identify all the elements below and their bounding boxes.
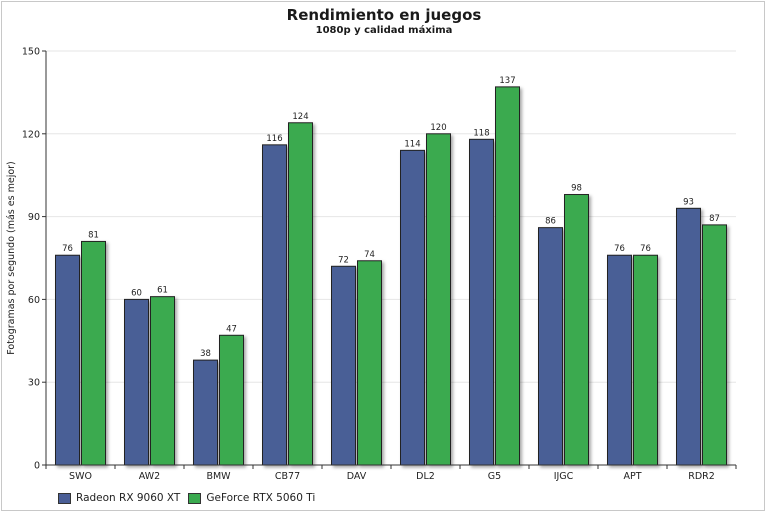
data-label: 114 xyxy=(404,139,420,149)
legend-swatch-radeon xyxy=(58,492,71,504)
y-tick-label: 150 xyxy=(22,47,40,58)
bar-geforce xyxy=(219,334,244,466)
data-label: 116 xyxy=(266,134,282,144)
data-label: 81 xyxy=(88,230,99,240)
y-tick-label: 120 xyxy=(22,129,40,140)
chart-subtitle: 1080p y calidad máxima xyxy=(315,25,453,36)
x-tick-label: BMW xyxy=(206,471,231,482)
y-tick-label: 0 xyxy=(34,461,40,472)
x-tick-label: DAV xyxy=(347,471,367,482)
bar-geforce xyxy=(357,260,382,466)
legend-item-radeon: Radeon RX 9060 XT xyxy=(58,492,180,504)
legend-item-geforce: GeForce RTX 5060 Ti xyxy=(188,492,315,504)
bars-layer: 76 81 60 61 38 47 116 124 72 74 114 120 118 137 86 98 76… xyxy=(55,76,727,466)
axis-layer: 0 30 60 90 120 150 SWO AW2 BMW CB77 DAV DL2 G5 IJGC AP… xyxy=(22,47,737,482)
x-tick-label: CB77 xyxy=(275,471,300,482)
bar-geforce xyxy=(633,254,658,466)
bar-radeon xyxy=(538,227,563,466)
bar-geforce xyxy=(81,240,106,466)
data-label: 60 xyxy=(131,288,142,298)
bar-radeon xyxy=(331,265,356,466)
x-tick-label: SWO xyxy=(69,471,92,482)
data-label: 72 xyxy=(338,255,349,265)
data-label: 137 xyxy=(499,76,515,86)
bar-geforce xyxy=(150,296,175,466)
bar-radeon xyxy=(400,149,425,466)
y-axis-label: Fotogramas por segundo (más es mejor) xyxy=(6,161,17,355)
data-label: 120 xyxy=(430,123,446,133)
data-label: 87 xyxy=(709,214,720,224)
data-label: 47 xyxy=(226,324,237,334)
bar-geforce xyxy=(426,133,451,466)
data-label: 86 xyxy=(545,217,556,227)
legend: Radeon RX 9060 XT GeForce RTX 5060 Ti xyxy=(58,492,323,504)
x-tick-label: G5 xyxy=(488,471,501,482)
bar-geforce xyxy=(702,224,727,466)
legend-label-geforce: GeForce RTX 5060 Ti xyxy=(206,492,316,504)
data-label: 61 xyxy=(157,286,168,296)
data-label: 76 xyxy=(640,244,651,254)
bar-geforce xyxy=(495,86,520,466)
bar-radeon xyxy=(55,254,80,466)
x-tick-label: DL2 xyxy=(416,471,435,482)
y-tick-label: 30 xyxy=(28,378,40,389)
data-label: 118 xyxy=(473,128,489,138)
data-label: 124 xyxy=(292,112,308,122)
bar-radeon xyxy=(607,254,632,466)
bar-radeon xyxy=(262,144,287,466)
legend-label-radeon: Radeon RX 9060 XT xyxy=(76,492,181,504)
y-tick-label: 90 xyxy=(28,212,40,223)
grid-layer xyxy=(46,50,736,383)
bar-geforce xyxy=(288,122,313,466)
bar-radeon xyxy=(124,298,149,466)
data-label: 93 xyxy=(683,197,694,207)
bar-geforce xyxy=(564,194,589,466)
data-label: 76 xyxy=(62,244,73,254)
x-tick-label: IJGC xyxy=(554,471,574,482)
data-label: 74 xyxy=(364,250,375,260)
x-tick-label: AW2 xyxy=(139,471,160,482)
x-tick-label: RDR2 xyxy=(688,471,715,482)
bar-radeon xyxy=(469,138,494,466)
bar-radeon xyxy=(676,207,701,466)
y-tick-label: 60 xyxy=(28,295,40,306)
chart-title: Rendimiento en juegos xyxy=(286,6,482,24)
x-tick-label: APT xyxy=(623,471,641,482)
bar-radeon xyxy=(193,359,218,466)
data-label: 76 xyxy=(614,244,625,254)
data-label: 38 xyxy=(200,349,211,359)
data-label: 98 xyxy=(571,184,582,194)
legend-swatch-geforce xyxy=(188,492,202,504)
